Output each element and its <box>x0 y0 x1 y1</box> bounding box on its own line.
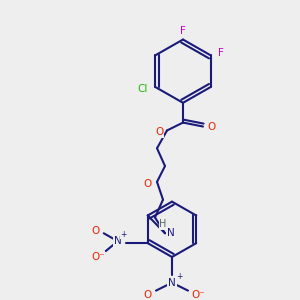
Text: O: O <box>144 179 152 189</box>
Text: O⁻: O⁻ <box>191 290 205 300</box>
Text: +: + <box>121 230 127 239</box>
Text: N: N <box>167 228 175 238</box>
Text: N: N <box>114 236 122 246</box>
Text: Cl: Cl <box>137 84 148 94</box>
Text: F: F <box>218 48 224 59</box>
Text: O: O <box>92 226 100 236</box>
Text: H: H <box>159 219 167 230</box>
Text: O: O <box>207 122 215 131</box>
Text: O: O <box>155 128 163 137</box>
Text: O: O <box>144 290 152 300</box>
Text: N: N <box>168 278 176 288</box>
Text: +: + <box>176 272 182 281</box>
Text: O⁻: O⁻ <box>91 252 105 262</box>
Text: F: F <box>180 26 186 36</box>
